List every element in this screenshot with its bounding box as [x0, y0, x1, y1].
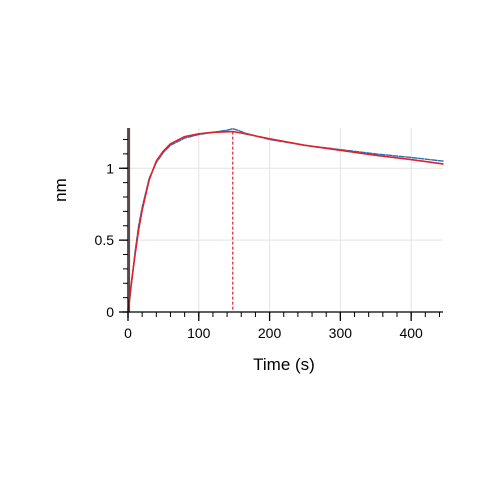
- series-line-fit: [127, 130, 444, 310]
- grid-lines: [128, 128, 443, 312]
- x-tick-label-4: 400: [399, 325, 423, 341]
- axes: 0 100 200 300 400 0 0.5 1: [95, 128, 443, 341]
- x-tick-label-1: 100: [187, 325, 211, 341]
- series-line-data: [127, 127, 444, 313]
- x-axis-title: Time (s): [253, 355, 315, 374]
- y-axis-title: nm: [51, 178, 70, 202]
- plot-series: [127, 127, 444, 313]
- x-tick-label-3: 300: [329, 325, 353, 341]
- x-tick-label-2: 200: [258, 325, 282, 341]
- y-tick-label-1: 0.5: [95, 232, 115, 248]
- x-tick-label-0: 0: [124, 325, 132, 341]
- y-tick-label-0: 0: [106, 304, 114, 320]
- y-tick-label-2: 1: [106, 160, 114, 176]
